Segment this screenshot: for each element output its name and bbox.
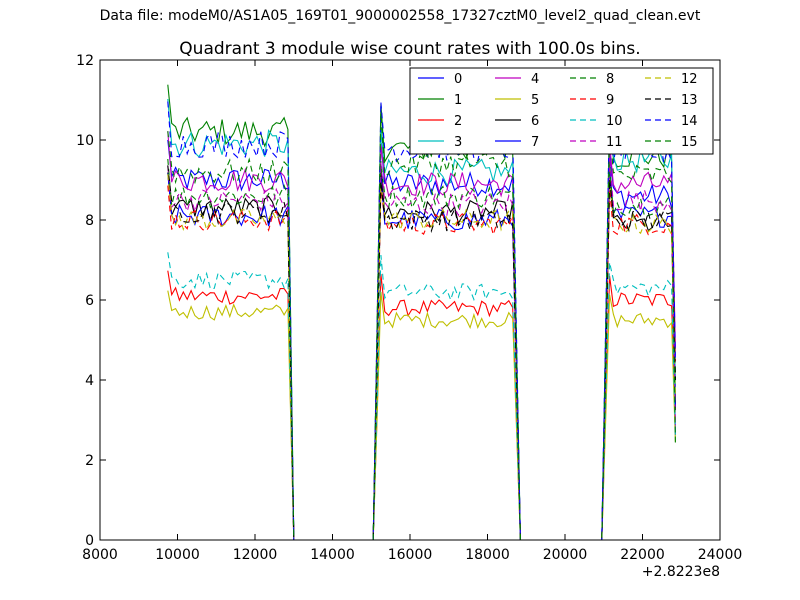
legend-label-5: 5 xyxy=(531,93,539,108)
legend-label-10: 10 xyxy=(606,114,623,129)
legend-label-8: 8 xyxy=(606,72,614,87)
legend-label-3: 3 xyxy=(454,135,462,150)
legend-label-14: 14 xyxy=(681,114,698,129)
series-line-12 xyxy=(167,174,676,541)
y-tick-label: 2 xyxy=(85,453,94,469)
x-tick-label: 18000 xyxy=(465,547,510,563)
y-tick-label: 8 xyxy=(85,213,94,229)
y-tick-label: 0 xyxy=(85,533,94,549)
x-tick-label: 22000 xyxy=(620,547,665,563)
y-tick-label: 12 xyxy=(76,53,94,69)
series-line-10 xyxy=(167,252,676,541)
x-tick-label: 10000 xyxy=(155,547,200,563)
legend-label-13: 13 xyxy=(681,93,698,108)
figure-supertitle: Data file: modeM0/AS1A05_169T01_90000025… xyxy=(99,8,701,24)
series-line-3 xyxy=(167,98,676,541)
series-line-5 xyxy=(167,290,676,541)
legend-label-2: 2 xyxy=(454,114,462,129)
x-tick-label: 14000 xyxy=(310,547,355,563)
x-offset-label: +2.8223e8 xyxy=(642,564,720,580)
legend-label-11: 11 xyxy=(606,135,623,150)
legend-label-6: 6 xyxy=(531,114,539,129)
series-line-6 xyxy=(167,166,676,541)
y-tick-label: 10 xyxy=(76,133,94,149)
y-tick-label: 6 xyxy=(85,293,94,309)
y-tick-label: 4 xyxy=(85,373,94,389)
series-line-4 xyxy=(167,131,676,541)
legend-label-0: 0 xyxy=(454,72,462,87)
series-line-9 xyxy=(167,185,676,541)
series-line-2 xyxy=(167,270,676,541)
axis-ticks: 8000 10000 12000 14000 16000 18000 20000 22000 2… xyxy=(76,53,742,563)
x-tick-label: 16000 xyxy=(388,547,433,563)
series-line-11 xyxy=(167,156,676,541)
series-line-13 xyxy=(167,165,676,541)
x-tick-label: 8000 xyxy=(82,547,118,563)
series-line-15 xyxy=(167,113,676,541)
legend-label-1: 1 xyxy=(454,93,462,108)
series-line-14 xyxy=(167,101,676,541)
x-tick-label: 24000 xyxy=(698,547,743,563)
legend-box xyxy=(409,67,714,155)
legend-label-15: 15 xyxy=(681,135,698,150)
x-tick-label: 12000 xyxy=(233,547,278,563)
legend-label-7: 7 xyxy=(531,135,539,150)
legend-label-4: 4 xyxy=(531,72,539,87)
legend-label-12: 12 xyxy=(681,72,698,87)
legend-label-9: 9 xyxy=(606,93,614,108)
x-tick-label: 20000 xyxy=(543,547,588,563)
chart-title: Quadrant 3 module wise count rates with … xyxy=(179,39,640,59)
